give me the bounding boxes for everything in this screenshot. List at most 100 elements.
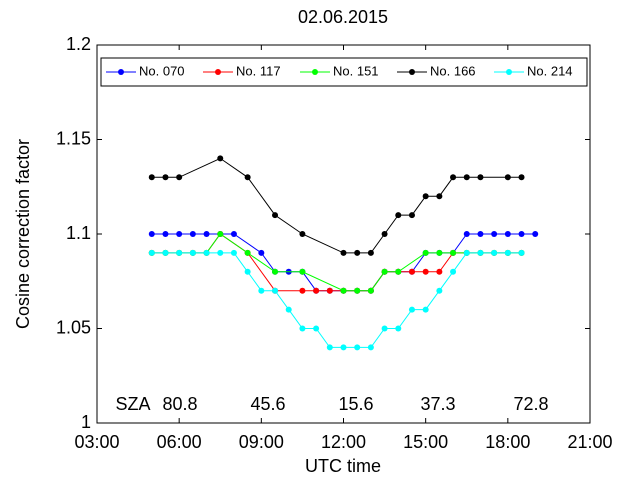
y-tick-label: 1 <box>81 412 91 432</box>
legend-marker <box>312 69 318 75</box>
annotation: 37.3 <box>420 394 455 414</box>
legend-marker <box>506 69 512 75</box>
data-point <box>477 174 484 181</box>
data-point <box>326 287 333 294</box>
data-point <box>285 306 292 313</box>
data-point <box>408 212 415 219</box>
data-point <box>450 268 457 275</box>
data-point <box>148 231 155 237</box>
data-point <box>491 249 498 256</box>
data-point <box>436 249 443 256</box>
data-point <box>463 249 470 256</box>
legend-label: No. 070 <box>139 63 185 78</box>
y-axis-label: Cosine correction factor <box>13 139 33 329</box>
series-line <box>151 233 522 292</box>
y-tick-label: 1.2 <box>66 34 91 54</box>
data-point <box>299 287 306 294</box>
data-point <box>450 249 457 256</box>
data-point <box>162 249 169 256</box>
data-point <box>518 249 525 256</box>
data-point <box>381 231 388 237</box>
data-point <box>436 193 443 200</box>
data-point <box>176 231 183 237</box>
annotation: 45.6 <box>250 394 285 414</box>
data-point <box>450 174 457 181</box>
data-point <box>299 325 306 332</box>
data-point <box>148 249 155 256</box>
y-tick-label: 1.15 <box>56 128 91 148</box>
data-point <box>518 231 525 237</box>
data-point <box>463 174 470 181</box>
legend-label: No. 117 <box>236 63 281 78</box>
legend-label: No. 166 <box>430 63 476 78</box>
series-line <box>151 252 522 348</box>
x-tick-label: 18:00 <box>485 432 530 452</box>
data-point <box>354 287 361 294</box>
annotation: 15.6 <box>338 394 373 414</box>
data-point <box>299 268 306 275</box>
data-point <box>148 174 155 181</box>
data-point <box>381 325 388 332</box>
data-point <box>217 231 224 237</box>
data-point <box>340 287 347 294</box>
data-point <box>340 344 347 351</box>
legend: No. 070 No. 117 No. 151 No. 166 No. 214 <box>100 57 588 87</box>
data-point <box>244 174 251 181</box>
series-line <box>151 157 522 254</box>
series-line <box>151 233 536 292</box>
data-point <box>230 249 237 256</box>
data-point <box>272 287 279 294</box>
data-point <box>189 231 196 237</box>
annotation: 80.8 <box>162 394 197 414</box>
data-point <box>313 325 320 332</box>
legend-label: No. 151 <box>333 63 379 78</box>
series-line <box>151 233 522 292</box>
chart-title: 02.06.2015 <box>298 7 388 27</box>
data-point <box>408 268 415 275</box>
data-point <box>463 231 470 237</box>
data-point <box>422 306 429 313</box>
x-tick-label: 12:00 <box>321 432 366 452</box>
y-tick-label: 1.1 <box>66 223 91 243</box>
data-point <box>176 174 183 181</box>
data-point <box>422 268 429 275</box>
data-point <box>258 249 265 256</box>
data-point <box>326 344 333 351</box>
data-point <box>189 249 196 256</box>
data-point <box>436 287 443 294</box>
data-point <box>381 268 388 275</box>
x-tick-label: 15:00 <box>403 432 448 452</box>
annotation: 72.8 <box>513 394 548 414</box>
data-point <box>258 287 265 294</box>
x-axis-label: UTC time <box>305 456 381 476</box>
data-point <box>422 193 429 200</box>
x-tick-label: 21:00 <box>567 432 612 452</box>
data-point <box>477 231 484 237</box>
data-point <box>299 231 306 237</box>
data-point <box>504 249 511 256</box>
legend-marker <box>215 69 221 75</box>
data-point <box>532 231 539 237</box>
data-point <box>313 287 320 294</box>
data-point <box>244 268 251 275</box>
data-point <box>504 231 511 237</box>
data-point <box>162 174 169 181</box>
data-point <box>436 268 443 275</box>
data-point <box>176 249 183 256</box>
data-point <box>422 249 429 256</box>
data-point <box>395 212 402 219</box>
data-point <box>203 249 210 256</box>
data-point <box>162 231 169 237</box>
data-point <box>230 231 237 237</box>
annotation: SZA <box>115 394 150 414</box>
data-point <box>518 174 525 181</box>
legend-marker <box>118 69 124 75</box>
data-point <box>367 287 374 294</box>
data-point <box>244 249 251 256</box>
data-point <box>395 268 402 275</box>
data-point <box>395 325 402 332</box>
x-tick-label: 06:00 <box>157 432 202 452</box>
data-point <box>367 344 374 351</box>
data-point <box>408 306 415 313</box>
